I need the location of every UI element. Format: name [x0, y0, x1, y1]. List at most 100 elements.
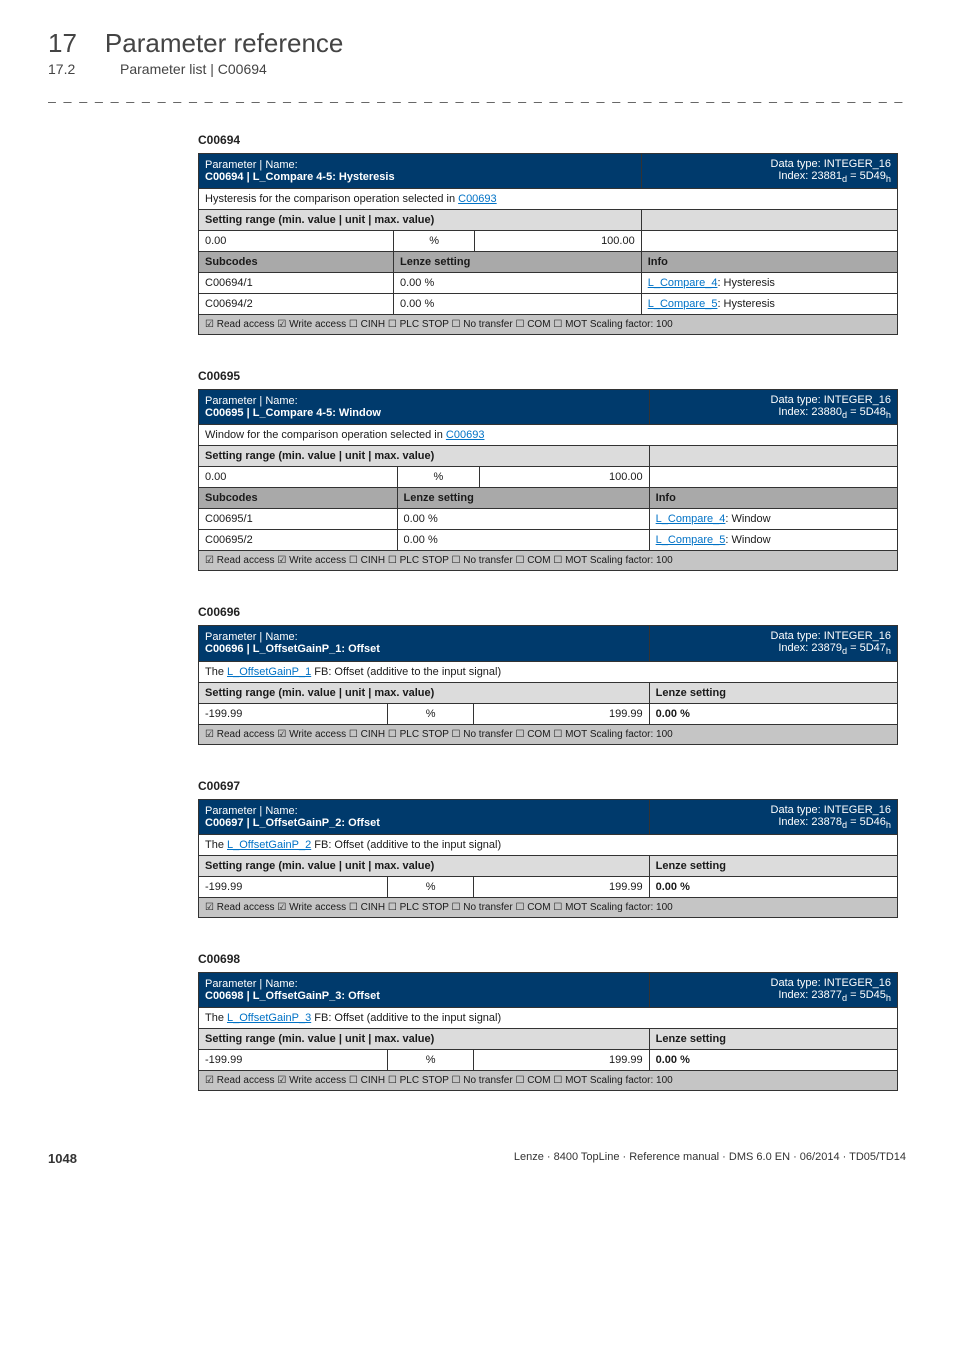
min-value: -199.99: [199, 876, 388, 897]
index-text: Index: 23877d = 5D45h: [778, 989, 891, 1001]
desc-link[interactable]: C00693: [446, 429, 485, 441]
min-value: 0.00: [199, 467, 398, 488]
access-row: ☑ Read access ☑ Write access ☐ CINH ☐ PL…: [199, 551, 898, 571]
desc-link[interactable]: L_OffsetGainP_3: [227, 1012, 311, 1024]
param-code: C00695: [198, 369, 906, 383]
col-lenze: Lenze setting: [394, 252, 642, 273]
desc-cell: The L_OffsetGainP_3 FB: Offset (additive…: [199, 1007, 898, 1028]
setting-range-label: Setting range (min. value | unit | max. …: [199, 855, 650, 876]
setting-range-label: Setting range (min. value | unit | max. …: [199, 210, 642, 231]
info-cell: L_Compare_4: Hysteresis: [641, 273, 897, 294]
page-footer: 1048 Lenze · 8400 TopLine · Reference ma…: [48, 1151, 906, 1166]
datatype-text: Data type: INTEGER_16: [771, 394, 891, 406]
max-value: 100.00: [475, 231, 642, 252]
index-text: Index: 23880d = 5D48h: [778, 406, 891, 418]
col-subcodes: Subcodes: [199, 252, 394, 273]
param-block-c00694: C00694 Parameter | Name: C00694 | L_Comp…: [198, 133, 906, 335]
lenze-value: 0.00 %: [649, 703, 897, 724]
subcode: C00694/2: [199, 294, 394, 315]
index-text: Index: 23879d = 5D47h: [778, 642, 891, 654]
lenze-col-label: Lenze setting: [649, 1028, 897, 1049]
subcodes-header-row: Subcodes Lenze setting Info: [199, 488, 898, 509]
header-label: Parameter | Name:: [205, 395, 298, 407]
unit: %: [394, 231, 475, 252]
info-link[interactable]: L_Compare_4: [656, 513, 726, 525]
table-header-row: Parameter | Name: C00695 | L_Compare 4-5…: [199, 390, 898, 425]
header-name: C00695 | L_Compare 4-5: Window: [205, 407, 381, 419]
page-number: 1048: [48, 1151, 77, 1166]
access-row: ☑ Read access ☑ Write access ☐ CINH ☐ PL…: [199, 897, 898, 917]
param-table: Parameter | Name: C00696 | L_OffsetGainP…: [198, 625, 898, 744]
header-datatype-cell: Data type: INTEGER_16 Index: 23878d = 5D…: [649, 799, 897, 834]
setting-range-label: Setting range (min. value | unit | max. …: [199, 1028, 650, 1049]
subchapter-header: 17.2 Parameter list | C00694: [48, 61, 906, 77]
info-cell: L_Compare_5: Window: [649, 530, 897, 551]
setting-range-row: Setting range (min. value | unit | max. …: [199, 855, 898, 876]
info-suffix: : Hysteresis: [717, 298, 774, 310]
range-values-row: -199.99 % 199.99 0.00 %: [199, 1049, 898, 1070]
min-value: -199.99: [199, 703, 388, 724]
subcode-row: C00695/2 0.00 % L_Compare_5: Window: [199, 530, 898, 551]
table-header-row: Parameter | Name: C00697 | L_OffsetGainP…: [199, 799, 898, 834]
max-value: 100.00: [480, 467, 649, 488]
desc-row: Hysteresis for the comparison operation …: [199, 189, 898, 210]
lenze-value: 0.00 %: [649, 876, 897, 897]
subchapter-title: Parameter list | C00694: [120, 61, 267, 77]
subcode-row: C00694/1 0.00 % L_Compare_4: Hysteresis: [199, 273, 898, 294]
chapter-header: 17 Parameter reference: [48, 28, 906, 59]
table-header-row: Parameter | Name: C00698 | L_OffsetGainP…: [199, 972, 898, 1007]
info-link[interactable]: L_Compare_5: [656, 534, 726, 546]
header-name: C00698 | L_OffsetGainP_3: Offset: [205, 990, 380, 1002]
header-name-cell: Parameter | Name: C00698 | L_OffsetGainP…: [199, 972, 650, 1007]
desc-pre: Window for the comparison operation sele…: [205, 429, 446, 441]
col-info: Info: [641, 252, 897, 273]
header-name-cell: Parameter | Name: C00697 | L_OffsetGainP…: [199, 799, 650, 834]
index-text: Index: 23881d = 5D49h: [778, 170, 891, 182]
unit: %: [388, 703, 474, 724]
access-row: ☑ Read access ☑ Write access ☐ CINH ☐ PL…: [199, 724, 898, 744]
lenze-value: 0.00 %: [394, 294, 642, 315]
empty-cell: [641, 210, 897, 231]
setting-range-row: Setting range (min. value | unit | max. …: [199, 210, 898, 231]
desc-row: The L_OffsetGainP_3 FB: Offset (additive…: [199, 1007, 898, 1028]
desc-cell: Window for the comparison operation sele…: [199, 425, 898, 446]
subcode: C00695/1: [199, 509, 398, 530]
desc-link[interactable]: L_OffsetGainP_2: [227, 839, 311, 851]
param-table: Parameter | Name: C00695 | L_Compare 4-5…: [198, 389, 898, 571]
info-cell: L_Compare_4: Window: [649, 509, 897, 530]
empty-cell: [649, 467, 897, 488]
subcode: C00695/2: [199, 530, 398, 551]
subcodes-header-row: Subcodes Lenze setting Info: [199, 252, 898, 273]
param-block-c00698: C00698 Parameter | Name: C00698 | L_Offs…: [198, 952, 906, 1091]
setting-range-label: Setting range (min. value | unit | max. …: [199, 446, 650, 467]
footer-text: Lenze · 8400 TopLine · Reference manual …: [514, 1151, 906, 1166]
lenze-value: 0.00 %: [394, 273, 642, 294]
header-datatype-cell: Data type: INTEGER_16 Index: 23881d = 5D…: [641, 154, 897, 189]
dashed-rule: _ _ _ _ _ _ _ _ _ _ _ _ _ _ _ _ _ _ _ _ …: [48, 87, 906, 103]
header-name: C00696 | L_OffsetGainP_1: Offset: [205, 643, 380, 655]
desc-row: The L_OffsetGainP_2 FB: Offset (additive…: [199, 834, 898, 855]
desc-cell: The L_OffsetGainP_1 FB: Offset (additive…: [199, 661, 898, 682]
access-text: ☑ Read access ☑ Write access ☐ CINH ☐ PL…: [199, 315, 898, 335]
param-table: Parameter | Name: C00694 | L_Compare 4-5…: [198, 153, 898, 335]
header-label: Parameter | Name:: [205, 159, 298, 171]
range-values-row: 0.00 % 100.00: [199, 467, 898, 488]
header-name-cell: Parameter | Name: C00696 | L_OffsetGainP…: [199, 626, 650, 661]
setting-range-row: Setting range (min. value | unit | max. …: [199, 1028, 898, 1049]
header-name-cell: Parameter | Name: C00694 | L_Compare 4-5…: [199, 154, 642, 189]
range-values-row: -199.99 % 199.99 0.00 %: [199, 876, 898, 897]
desc-link[interactable]: C00693: [458, 193, 497, 205]
info-link[interactable]: L_Compare_4: [648, 277, 718, 289]
min-value: -199.99: [199, 1049, 388, 1070]
setting-range-label: Setting range (min. value | unit | max. …: [199, 682, 650, 703]
info-link[interactable]: L_Compare_5: [648, 298, 718, 310]
access-row: ☑ Read access ☑ Write access ☐ CINH ☐ PL…: [199, 315, 898, 335]
desc-link[interactable]: L_OffsetGainP_1: [227, 666, 311, 678]
info-suffix: : Hysteresis: [717, 277, 774, 289]
lenze-value: 0.00 %: [397, 530, 649, 551]
unit: %: [397, 467, 480, 488]
header-datatype-cell: Data type: INTEGER_16 Index: 23880d = 5D…: [649, 390, 897, 425]
header-name: C00697 | L_OffsetGainP_2: Offset: [205, 817, 380, 829]
lenze-value: 0.00 %: [397, 509, 649, 530]
header-label: Parameter | Name:: [205, 631, 298, 643]
